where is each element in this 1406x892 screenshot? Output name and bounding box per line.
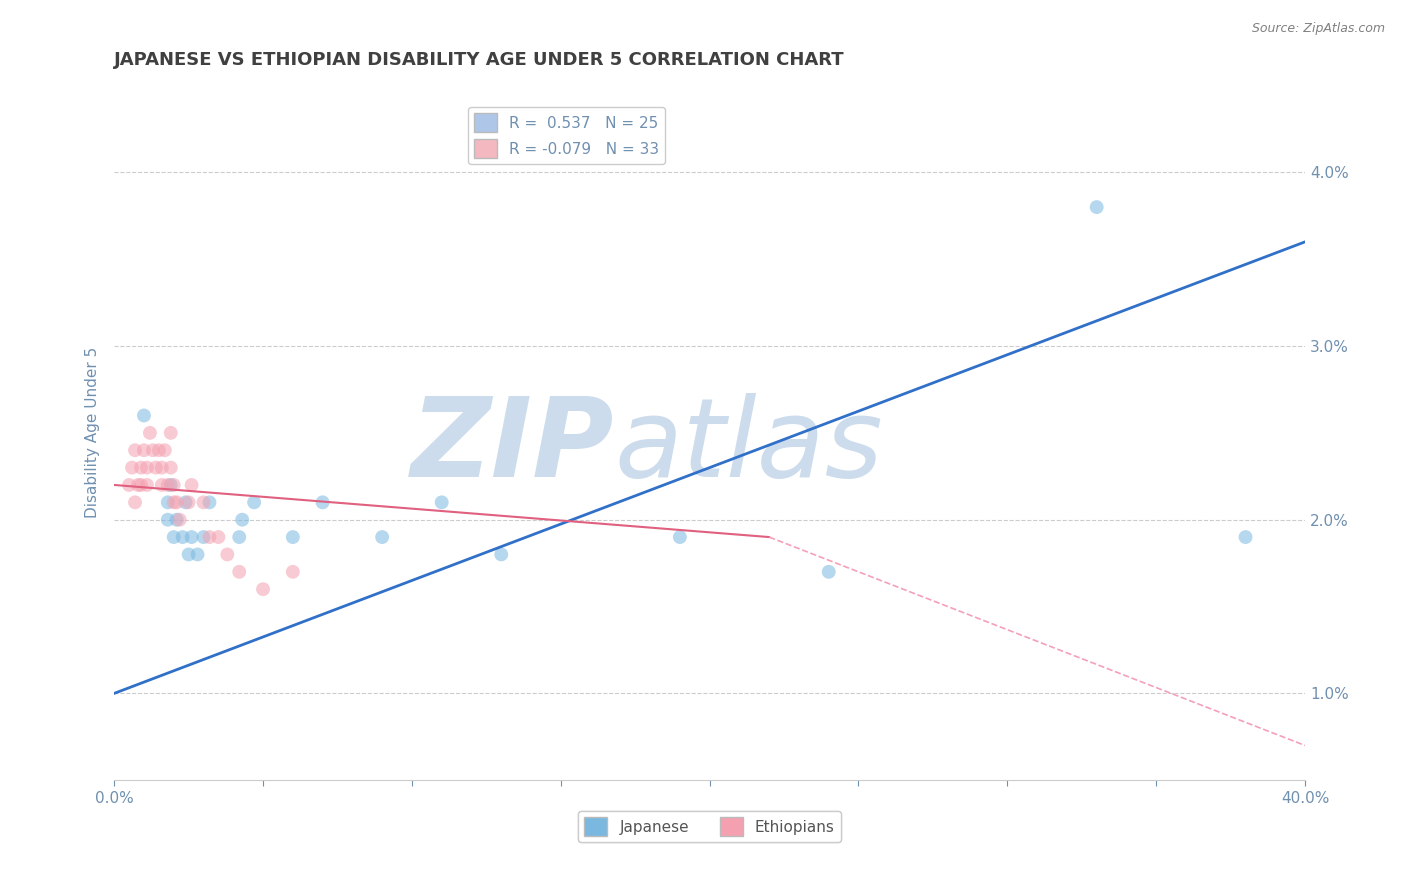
Point	[217, 548, 239, 562]
Point	[169, 513, 191, 527]
Point	[228, 530, 250, 544]
Point	[163, 495, 186, 509]
Point	[281, 565, 304, 579]
Point	[129, 460, 152, 475]
Point	[150, 478, 173, 492]
Point	[231, 513, 253, 527]
Point	[228, 565, 250, 579]
Point	[198, 495, 221, 509]
Point	[159, 478, 181, 492]
Point	[153, 443, 176, 458]
Point	[156, 495, 179, 509]
Point	[127, 478, 149, 492]
Point	[430, 495, 453, 509]
Point	[243, 495, 266, 509]
Point	[159, 425, 181, 440]
Y-axis label: Disability Age Under 5: Disability Age Under 5	[86, 347, 100, 518]
Point	[139, 425, 162, 440]
Point	[121, 460, 143, 475]
Text: atlas: atlas	[614, 393, 883, 500]
Point	[132, 409, 155, 423]
Point	[166, 513, 188, 527]
Point	[142, 443, 165, 458]
Point	[136, 478, 159, 492]
Point	[281, 530, 304, 544]
Point	[174, 495, 197, 509]
Point	[198, 530, 221, 544]
Point	[159, 460, 181, 475]
Point	[252, 582, 274, 597]
Point	[145, 460, 167, 475]
Point	[1234, 530, 1257, 544]
Point	[193, 495, 215, 509]
Point	[156, 513, 179, 527]
Point	[177, 495, 200, 509]
Point	[177, 548, 200, 562]
Point	[172, 530, 194, 544]
Text: Source: ZipAtlas.com: Source: ZipAtlas.com	[1251, 22, 1385, 36]
Point	[311, 495, 333, 509]
Point	[129, 478, 152, 492]
Point	[156, 478, 179, 492]
Point	[163, 478, 186, 492]
Text: JAPANESE VS ETHIOPIAN DISABILITY AGE UNDER 5 CORRELATION CHART: JAPANESE VS ETHIOPIAN DISABILITY AGE UND…	[114, 51, 845, 69]
Point	[207, 530, 229, 544]
Point	[1085, 200, 1108, 214]
Point	[148, 443, 170, 458]
Point	[124, 443, 146, 458]
Point	[669, 530, 692, 544]
Legend: Japanese, Ethiopians: Japanese, Ethiopians	[578, 811, 841, 842]
Point	[817, 565, 839, 579]
Point	[136, 460, 159, 475]
Point	[180, 478, 202, 492]
Point	[180, 530, 202, 544]
Point	[166, 495, 188, 509]
Point	[489, 548, 512, 562]
Point	[187, 548, 209, 562]
Text: ZIP: ZIP	[411, 393, 614, 500]
Point	[163, 530, 186, 544]
Point	[124, 495, 146, 509]
Point	[371, 530, 394, 544]
Point	[132, 443, 155, 458]
Point	[150, 460, 173, 475]
Point	[193, 530, 215, 544]
Point	[118, 478, 141, 492]
